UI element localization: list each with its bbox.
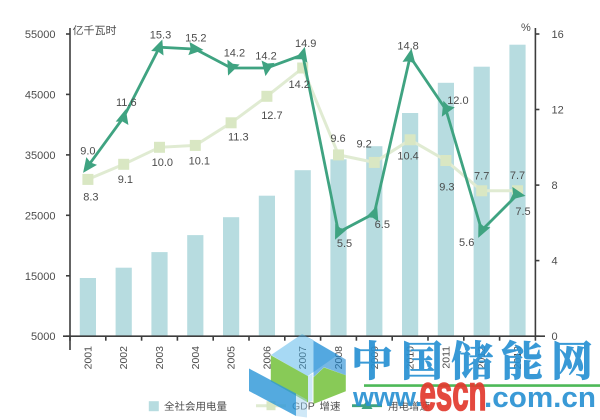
svg-text:4: 4 [552,256,558,268]
svg-text:2004: 2004 [190,346,202,370]
svg-text:14.8: 14.8 [397,41,418,53]
svg-text:55000: 55000 [25,29,56,41]
svg-text:escn: escn [420,365,487,420]
svg-text:5000: 5000 [31,331,55,343]
svg-text:14.9: 14.9 [295,38,316,50]
svg-text:7.7: 7.7 [474,171,489,183]
svg-text:8: 8 [552,180,558,192]
svg-text:5.5: 5.5 [337,238,352,250]
svg-text:7.7: 7.7 [510,170,525,182]
svg-text:.com.cn: .com.cn [484,382,596,414]
svg-text:15.2: 15.2 [185,33,206,45]
svg-text:2005: 2005 [226,346,238,370]
svg-text:8.3: 8.3 [83,191,98,203]
svg-text:2006: 2006 [261,346,273,370]
svg-text:15000: 15000 [25,271,56,283]
svg-text:15.3: 15.3 [150,30,171,42]
svg-text:14.2: 14.2 [224,48,245,60]
svg-text:16: 16 [552,29,564,41]
svg-text:11.6: 11.6 [116,97,137,109]
svg-text:7.5: 7.5 [515,206,530,218]
svg-text:11.3: 11.3 [228,132,249,144]
svg-text:2011: 2011 [440,346,452,369]
svg-text:10.4: 10.4 [397,150,418,162]
svg-text:12.7: 12.7 [261,110,282,122]
svg-text:9.0: 9.0 [80,145,95,157]
svg-text:%: % [521,22,531,34]
svg-text:9.2: 9.2 [356,139,371,151]
svg-text:2002: 2002 [118,346,130,370]
svg-text:5.6: 5.6 [459,237,474,249]
svg-text:9.1: 9.1 [118,174,133,186]
svg-text:0: 0 [552,331,558,343]
svg-text:9.6: 9.6 [330,133,345,145]
svg-text:25000: 25000 [25,210,56,222]
svg-text:2001: 2001 [82,346,94,370]
svg-text:45000: 45000 [25,89,56,101]
svg-text:12.0: 12.0 [447,95,468,107]
svg-text:9.3: 9.3 [439,181,454,193]
svg-text:2003: 2003 [154,346,166,370]
svg-text:14.2: 14.2 [255,50,276,62]
svg-text:6.5: 6.5 [375,219,390,231]
svg-text:2007: 2007 [297,346,309,370]
svg-text:12: 12 [552,105,564,117]
svg-text:14.2: 14.2 [288,79,309,91]
svg-text:10.0: 10.0 [152,157,173,169]
svg-text:www.: www. [352,382,423,412]
svg-text:10.1: 10.1 [189,156,210,168]
svg-text:35000: 35000 [25,150,56,162]
